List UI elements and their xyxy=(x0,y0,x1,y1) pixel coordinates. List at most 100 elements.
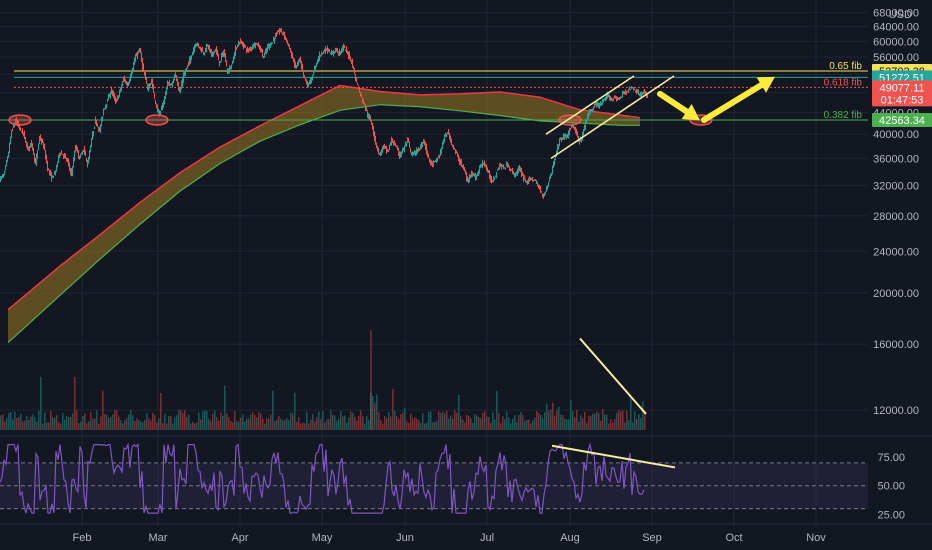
candle-body xyxy=(268,45,269,47)
candle-body xyxy=(151,80,152,83)
candle-body xyxy=(454,148,455,150)
candle-body xyxy=(117,97,118,99)
volume-bar xyxy=(222,415,224,430)
volume-bar xyxy=(260,413,262,430)
price-tag xyxy=(872,80,932,107)
candle-body xyxy=(64,154,65,156)
candle-body xyxy=(340,51,341,53)
candle-body xyxy=(459,159,460,163)
candle-body xyxy=(6,161,7,165)
candle-body xyxy=(1,177,2,179)
candle-body xyxy=(57,161,58,167)
candle-body xyxy=(613,99,614,101)
volume-bar xyxy=(442,411,444,430)
candle-body xyxy=(398,149,399,154)
candle-body xyxy=(473,173,474,175)
candle-body xyxy=(197,42,198,45)
volume-bar xyxy=(376,394,378,430)
volume-bar xyxy=(24,420,26,430)
candle-body xyxy=(603,101,604,103)
volume-bar xyxy=(240,417,242,430)
volume-bar xyxy=(126,417,128,430)
volume-bar xyxy=(48,422,50,430)
month-tick-label: Jul xyxy=(480,532,494,544)
candle-body xyxy=(302,66,303,72)
volume-bar xyxy=(348,417,350,430)
candle-body xyxy=(149,84,150,88)
candle-body xyxy=(19,126,20,130)
candle-body xyxy=(53,176,54,179)
volume-bar xyxy=(20,413,22,430)
drawing-annotations[interactable] xyxy=(8,75,775,160)
candle-body xyxy=(20,127,21,129)
candle-body xyxy=(597,103,598,105)
candle-body xyxy=(45,151,46,158)
volume-bar xyxy=(298,417,300,430)
volume-bar xyxy=(206,410,208,430)
volume-bar xyxy=(224,385,226,430)
time-axis[interactable]: Feb Mar Apr May Jun Jul Aug Sep Oct Nov xyxy=(73,532,827,544)
volume-bar xyxy=(492,412,494,430)
candle-body xyxy=(225,55,226,62)
candle-body xyxy=(436,159,437,162)
volume-bar xyxy=(308,423,310,430)
candle-body xyxy=(381,151,382,154)
volume-bar xyxy=(28,419,30,430)
volume-bar xyxy=(342,416,344,430)
volume-bar xyxy=(500,423,502,430)
candle-body xyxy=(363,100,364,103)
candle-body xyxy=(525,179,526,181)
price-tick-label: 32000.00 xyxy=(873,180,919,192)
volume-bar xyxy=(172,423,174,430)
volume-bar xyxy=(450,415,452,430)
volume-bar xyxy=(138,420,140,430)
candle-body xyxy=(394,141,395,145)
candle-body xyxy=(372,123,373,130)
candle-body xyxy=(319,53,320,59)
candle-body xyxy=(96,121,97,125)
candle-body xyxy=(592,109,593,111)
candle-body xyxy=(610,97,611,99)
candle-body xyxy=(313,73,314,75)
candle-body xyxy=(553,162,554,168)
candle-body xyxy=(639,94,640,96)
volume-bar xyxy=(194,423,196,430)
volume-bar xyxy=(70,416,72,430)
volume-bar xyxy=(284,420,286,430)
candle-body xyxy=(160,111,161,114)
candle-body xyxy=(387,149,388,152)
volume-bar xyxy=(120,420,122,430)
volume-bar xyxy=(164,413,166,430)
candle-body xyxy=(3,174,4,176)
candle-body xyxy=(359,88,360,93)
candle-body xyxy=(453,145,454,148)
volume-bar xyxy=(516,422,518,430)
volume-bar xyxy=(596,411,598,430)
candle-body xyxy=(472,172,473,175)
candle-body xyxy=(175,73,176,78)
candle-body xyxy=(22,129,23,134)
candle-body xyxy=(327,48,328,52)
volume-bar xyxy=(124,420,126,430)
volume-bar xyxy=(8,413,10,430)
candle-body xyxy=(497,169,498,171)
volume-bar xyxy=(360,410,362,430)
candle-body xyxy=(556,152,557,155)
candle-body xyxy=(93,131,94,135)
volume-bar xyxy=(64,419,66,430)
candle-body xyxy=(5,165,6,170)
volume-bar xyxy=(608,423,610,430)
candle-body xyxy=(309,82,310,84)
price-tag xyxy=(872,112,932,127)
volume-bar xyxy=(74,376,76,430)
candle-body xyxy=(190,56,191,62)
volume-bar xyxy=(434,421,436,430)
volume-bar xyxy=(14,411,16,430)
candle-body xyxy=(534,179,535,181)
candle-body xyxy=(621,96,622,98)
candle-body xyxy=(355,75,356,80)
candle-body xyxy=(335,47,336,51)
candle-body xyxy=(551,172,552,176)
